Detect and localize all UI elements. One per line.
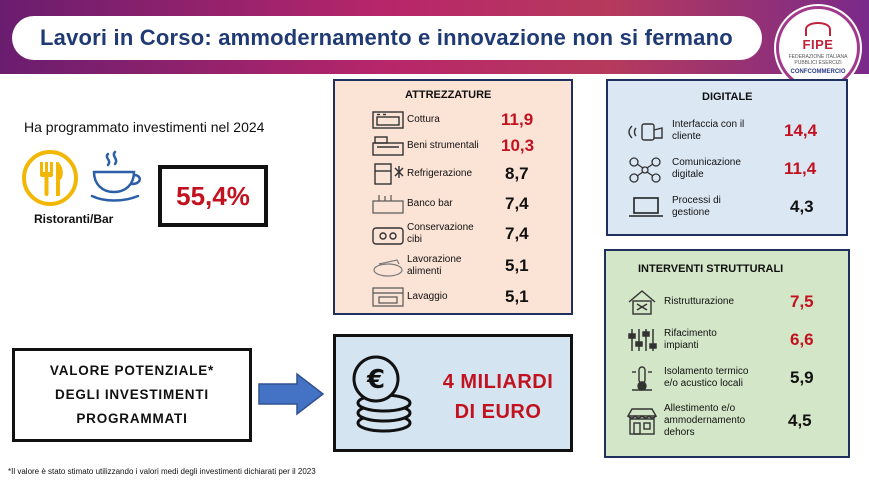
- valore-line1: VALORE POTENZIALE*: [49, 363, 215, 378]
- list-item: Processi di gestione 4,3: [620, 192, 846, 222]
- percentage-box: 55,4%: [158, 165, 268, 227]
- logo-name: FIPE: [802, 36, 834, 52]
- item-value: 4,5: [788, 411, 812, 430]
- list-item: Banco bar 7,4: [369, 191, 569, 217]
- item-label: Rifacimento impianti: [664, 328, 717, 351]
- item-value: 11,9: [501, 110, 534, 129]
- digitale-panel: DIGITALE Interfaccia con il cliente 14,4…: [606, 79, 848, 236]
- item-value: 5,9: [790, 368, 814, 387]
- bar-counter-icon: [369, 193, 407, 215]
- item-label: Interfaccia con il cliente: [672, 119, 745, 142]
- list-item: Interfaccia con il cliente 14,4: [620, 117, 846, 145]
- euro-coins-icon: €: [350, 353, 414, 442]
- list-item: Ristrutturazione 7,5: [620, 287, 846, 317]
- page-title: Lavori in Corso: ammodernamento e innova…: [12, 16, 762, 60]
- list-item: Lavaggio 5,1: [369, 284, 569, 310]
- item-value: 5,1: [505, 287, 529, 306]
- list-item: Cottura 11,9: [369, 107, 569, 133]
- list-item: Refrigerazione 8,7: [369, 160, 569, 188]
- interventi-title: INTERVENTI STRUTTURALI: [638, 263, 784, 275]
- item-value: 8,7: [505, 164, 529, 183]
- mixer-icon: [369, 255, 407, 277]
- list-item: Lavorazione alimenti 5,1: [369, 251, 569, 281]
- item-value: 7,4: [505, 194, 529, 213]
- fipe-logo: FIPE FEDERAZIONE ITALIANA PUBBLICI ESERC…: [776, 6, 860, 90]
- logo-subtitle: FEDERAZIONE ITALIANA PUBBLICI ESERCIZI: [788, 53, 848, 66]
- euro-value-text: 4 MILIARDI DI EURO: [424, 367, 572, 427]
- item-value: 7,5: [790, 292, 814, 311]
- item-label: Lavorazione alimenti: [407, 254, 462, 277]
- fridge-icon: [369, 163, 407, 185]
- item-value: 7,4: [505, 224, 529, 243]
- list-item: Allestimento e/o ammodernamento dehors 4…: [620, 401, 846, 441]
- valore-line3: PROGRAMMATI: [76, 411, 188, 426]
- right-arrow-icon: [257, 371, 325, 417]
- percentage-value: 55,4%: [176, 180, 250, 211]
- segment-label: Ristoranti/Bar: [34, 212, 114, 226]
- valore-line2: DEGLI INVESTIMENTI: [55, 387, 209, 402]
- digitale-title: DIGITALE: [702, 91, 753, 103]
- footnote: *Il valore è stato stimato utilizzando i…: [8, 467, 316, 476]
- plan-text: Ha programmato investimenti nel 2024: [24, 119, 265, 135]
- network-icon: [620, 157, 672, 183]
- sliders-icon: [620, 329, 664, 351]
- contactless-icon: [620, 120, 672, 142]
- euro-line1: 4 MILIARDI: [442, 371, 554, 393]
- item-value: 6,6: [790, 330, 814, 349]
- interventi-panel: INTERVENTI STRUTTURALI Ristrutturazione …: [604, 249, 850, 458]
- item-label: Allestimento e/o ammodernamento dehors: [664, 403, 746, 438]
- item-value: 14,4: [784, 121, 818, 140]
- item-label: Beni strumentali: [407, 140, 479, 151]
- item-label: Banco bar: [407, 198, 453, 209]
- attrezzature-title: ATTREZZATURE: [405, 89, 492, 101]
- list-item: Conservazione cibi 7,4: [369, 219, 569, 249]
- item-value: 10,3: [501, 136, 535, 155]
- attrezzature-panel: ATTREZZATURE Cottura 11,9 Beni strumenta…: [333, 79, 573, 315]
- item-value: 5,1: [505, 256, 529, 275]
- laptop-icon: [620, 196, 672, 218]
- page-title-text: Lavori in Corso: ammodernamento e innova…: [40, 25, 733, 50]
- item-label: Isolamento termico e/o acustico locali: [664, 366, 749, 389]
- euro-value-box: € 4 MILIARDI DI EURO: [333, 334, 573, 452]
- logo-arc-icon: [805, 21, 831, 36]
- euro-line2: DI EURO: [454, 401, 542, 423]
- logo-parent: CONFCOMMERCIO: [790, 68, 846, 75]
- dishwasher-icon: [369, 286, 407, 308]
- thermometer-icon: [620, 366, 664, 391]
- item-label: Ristrutturazione: [664, 296, 735, 307]
- list-item: Isolamento termico e/o acustico locali 5…: [620, 363, 846, 393]
- item-value: 4,3: [790, 197, 814, 216]
- cash-register-icon: [369, 135, 407, 157]
- shop-awning-icon: [620, 408, 664, 435]
- item-label: Cottura: [407, 114, 440, 125]
- list-item: Rifacimento impianti 6,6: [620, 325, 846, 355]
- item-label: Processi di gestione: [672, 195, 721, 218]
- item-label: Comunicazione digitale: [672, 157, 741, 180]
- valore-potenziale-box: VALORE POTENZIALE* DEGLI INVESTIMENTI PR…: [12, 348, 252, 442]
- list-item: Comunicazione digitale 11,4: [620, 153, 846, 185]
- fork-knife-icon: [22, 150, 78, 206]
- food-container-icon: [369, 223, 407, 245]
- item-label: Refrigerazione: [407, 168, 473, 179]
- item-value: 11,4: [784, 159, 817, 178]
- house-tools-icon: [620, 290, 664, 315]
- item-label: Lavaggio: [407, 291, 448, 302]
- oven-icon: [369, 109, 407, 131]
- svg-text:€: €: [366, 365, 385, 395]
- item-label: Conservazione cibi: [407, 222, 474, 245]
- coffee-cup-icon: [88, 150, 146, 206]
- list-item: Beni strumentali 10,3: [369, 133, 569, 159]
